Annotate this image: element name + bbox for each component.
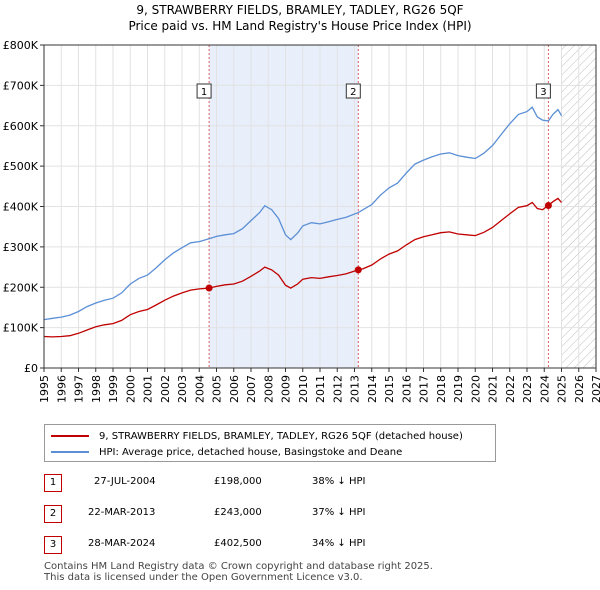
- legend-label-property: 9, STRAWBERRY FIELDS, BRAMLEY, TADLEY, R…: [99, 430, 463, 442]
- x-tick-label: 2004: [193, 375, 206, 403]
- sale-badge-1: 1: [44, 474, 62, 492]
- chart-legend: 9, STRAWBERRY FIELDS, BRAMLEY, TADLEY, R…: [44, 424, 496, 462]
- sale-flag-1: [196, 83, 212, 99]
- sale-price-3: £402,500: [214, 538, 262, 549]
- x-tick-label: 2003: [176, 375, 189, 403]
- sale-row-3: 3 28-MAR-2024 £402,500 34% ↓ HPI: [44, 536, 424, 554]
- x-tick-label: 2018: [435, 375, 448, 403]
- x-tick-label: 1996: [55, 375, 68, 403]
- x-tick-label: 2005: [211, 375, 224, 403]
- y-tick-label: £800K: [3, 39, 39, 52]
- sale-point-1: [205, 284, 213, 292]
- x-tick-label: 2023: [521, 375, 534, 403]
- series-line-hpi: [43, 106, 563, 321]
- footer: Contains HM Land Registry data © Crown c…: [44, 561, 433, 583]
- x-tick-label: 2002: [159, 375, 172, 403]
- x-tick-label: 1999: [107, 375, 120, 403]
- x-tick-label: 2014: [366, 375, 379, 403]
- legend-item-property: 9, STRAWBERRY FIELDS, BRAMLEY, TADLEY, R…: [51, 429, 463, 443]
- sale-badge-3: 3: [44, 536, 62, 554]
- x-tick-label: 1997: [73, 375, 86, 403]
- sale-flag-2: [345, 83, 361, 99]
- sale-flag-label-3: 3: [540, 87, 546, 98]
- x-tick-label: 2024: [538, 375, 551, 403]
- sale-badge-2: 2: [44, 505, 62, 523]
- sale-date-2: 22-MAR-2013: [88, 507, 156, 518]
- x-tick-label: 2013: [349, 375, 362, 403]
- y-tick-label: £700K: [3, 79, 39, 92]
- x-tick-label: 2025: [556, 375, 569, 403]
- chart-title: 9, STRAWBERRY FIELDS, BRAMLEY, TADLEY, R…: [136, 3, 464, 17]
- x-tick-label: 2015: [383, 375, 396, 403]
- x-tick-label: 2020: [469, 375, 482, 403]
- x-tick-label: 2017: [418, 375, 431, 403]
- footer-copyright: Contains HM Land Registry data © Crown c…: [44, 561, 433, 572]
- sale-row-2: 2 22-MAR-2013 £243,000 37% ↓ HPI: [44, 505, 424, 523]
- x-tick-label: 2027: [590, 375, 600, 403]
- y-tick-label: £600K: [3, 120, 39, 133]
- x-tick-label: 2008: [262, 375, 275, 403]
- sale-hpi-3: 34% ↓ HPI: [312, 538, 366, 549]
- sale-price-1: £198,000: [214, 476, 262, 487]
- x-tick-label: 2012: [331, 375, 344, 403]
- footer-license: This data is licensed under the Open Gov…: [44, 572, 363, 583]
- sale-flag-label-2: 2: [350, 87, 356, 98]
- y-tick-label: £100K: [3, 322, 39, 335]
- x-tick-label: 2009: [280, 375, 293, 403]
- y-tick-label: £300K: [3, 241, 39, 254]
- x-tick-label: 2011: [314, 375, 327, 403]
- y-tick-label: £400K: [3, 201, 39, 214]
- sale-hpi-1: 38% ↓ HPI: [312, 476, 366, 487]
- sale-hpi-2: 37% ↓ HPI: [312, 507, 366, 518]
- legend-item-hpi: HPI: Average price, detached house, Basi…: [51, 445, 402, 459]
- sale-price-2: £243,000: [214, 507, 262, 518]
- x-tick-label: 2000: [124, 375, 137, 403]
- legend-label-hpi: HPI: Average price, detached house, Basi…: [99, 446, 403, 458]
- x-tick-label: 2026: [573, 375, 586, 403]
- x-tick-label: 1995: [38, 375, 51, 403]
- y-tick-label: £500K: [3, 160, 39, 173]
- x-tick-label: 2006: [228, 375, 241, 403]
- sale-point-2: [354, 266, 362, 274]
- x-tick-label: 2007: [245, 375, 258, 403]
- legend-swatch-hpi: [51, 451, 89, 453]
- y-tick-label: £0: [24, 362, 38, 375]
- y-tick-label: £200K: [3, 281, 39, 294]
- sale-point-3: [544, 201, 552, 209]
- price-chart: 1 2 3 £0 £100K £200K £300K £400K £500K £600K £700…: [3, 39, 600, 403]
- x-tick-label: 2019: [452, 375, 465, 403]
- sale-flag-label-1: 1: [201, 87, 207, 98]
- sale-date-1: 27-JUL-2004: [94, 476, 156, 487]
- chart-subtitle: Price paid vs. HM Land Registry's House …: [128, 19, 472, 33]
- x-tick-label: 2021: [487, 375, 500, 403]
- x-tick-label: 2010: [297, 375, 310, 403]
- legend-swatch-property: [51, 435, 89, 437]
- x-tick-label: 1998: [90, 375, 103, 403]
- sale-date-3: 28-MAR-2024: [88, 538, 156, 549]
- sale-row-1: 1 27-JUL-2004 £198,000 38% ↓ HPI: [44, 474, 424, 492]
- series-line-property: [43, 197, 562, 338]
- x-tick-label: 2016: [400, 375, 413, 403]
- x-tick-label: 2001: [142, 375, 155, 403]
- sale-flag-3: [535, 83, 551, 99]
- x-tick-label: 2022: [504, 375, 517, 403]
